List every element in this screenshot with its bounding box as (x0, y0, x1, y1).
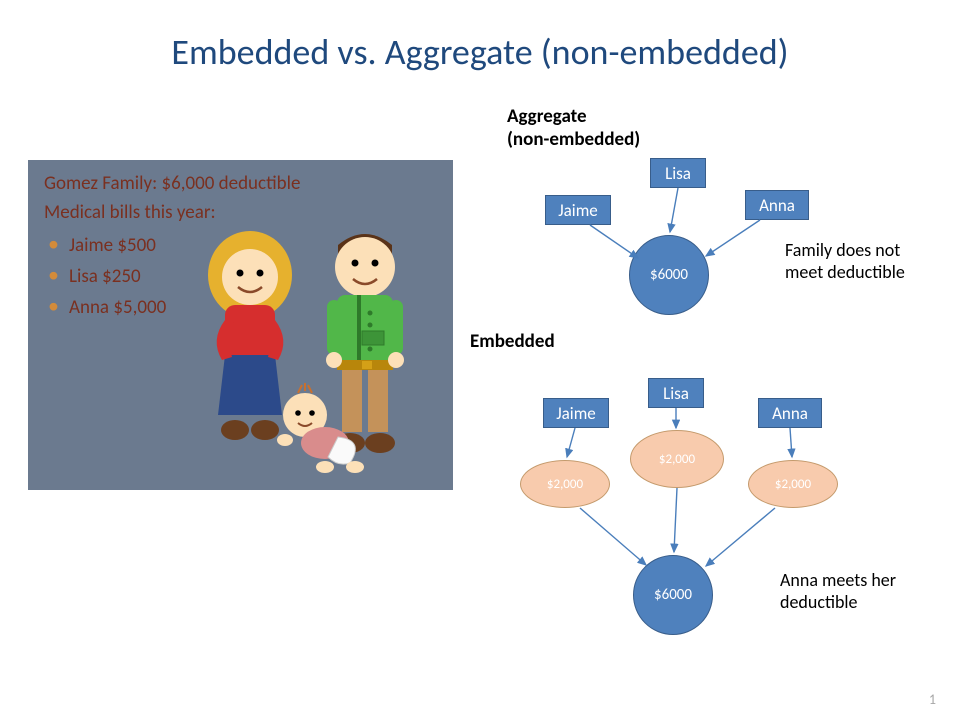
aggregate-result: Family does not meet deductible (785, 240, 935, 283)
name-box-jaime-agg: Jaime (545, 195, 611, 225)
name-box-lisa-emb: Lisa (648, 378, 704, 408)
name-box-jaime-emb: Jaime (543, 398, 609, 428)
name-box-anna-emb: Anna (758, 398, 822, 428)
sub-pool-anna: $2,000 (748, 460, 838, 508)
aggregate-pool: $6000 (629, 235, 709, 315)
aggregate-section-label: Aggregate (non-embedded) (507, 105, 640, 151)
name-box-anna-agg: Anna (745, 190, 809, 220)
sub-pool-jaime: $2,000 (520, 460, 610, 508)
embedded-result: Anna meets her deductible (780, 570, 940, 613)
sub-pool-lisa: $2,000 (630, 430, 724, 488)
info-line-deductible: Gomez Family: $6,000 deductible (44, 172, 437, 195)
page-title: Embedded vs. Aggregate (non-embedded) (0, 30, 960, 74)
embedded-pool: $6000 (633, 555, 713, 635)
embedded-section-label: Embedded (470, 330, 555, 353)
page-number: 1 (929, 691, 936, 708)
name-box-lisa-agg: Lisa (650, 158, 706, 188)
family-illustration (170, 205, 450, 485)
